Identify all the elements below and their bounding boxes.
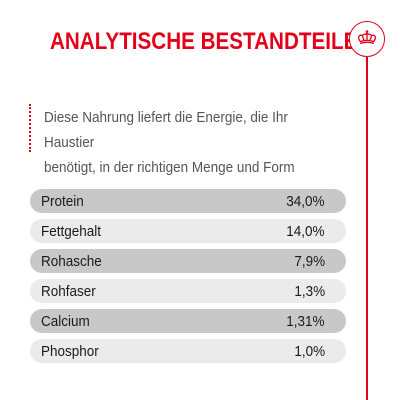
nutrient-table: Protein 34,0% Fettgehalt 14,0% Rohasche … — [30, 189, 346, 369]
nutrient-row-protein: Protein 34,0% — [30, 189, 346, 213]
nutrient-name: Rohasche — [41, 252, 102, 270]
nutrient-row-fat: Fettgehalt 14,0% — [30, 219, 346, 243]
accent-divider-line — [366, 57, 368, 400]
nutrient-row-phosphorus: Phosphor 1,0% — [30, 339, 346, 363]
intro-line: Diese Nahrung liefert die Energie, die I… — [44, 109, 288, 151]
nutrient-value: 14,0% — [286, 222, 325, 240]
nutrient-name: Fettgehalt — [41, 222, 102, 240]
nutrient-value: 1,0% — [294, 342, 325, 360]
intro-text: Diese Nahrung liefert die Energie, die I… — [44, 105, 341, 180]
page-title: ANALYTISCHE BESTANDTEILE — [50, 28, 358, 55]
nutrient-name: Phosphor — [41, 342, 99, 360]
nutrient-value: 7,9% — [294, 252, 325, 270]
nutrient-row-calcium: Calcium 1,31% — [30, 309, 346, 333]
nutrient-row-ash: Rohasche 7,9% — [30, 249, 346, 273]
nutrient-value: 34,0% — [286, 192, 325, 210]
nutrient-name: Calcium — [41, 312, 90, 330]
nutrient-name: Rohfaser — [41, 282, 96, 300]
intro-accent-dots — [29, 104, 31, 152]
crown-badge — [349, 21, 385, 57]
nutrient-value: 1,31% — [286, 312, 325, 330]
nutrient-row-fiber: Rohfaser 1,3% — [30, 279, 346, 303]
nutrient-name: Protein — [41, 192, 84, 210]
nutrient-value: 1,3% — [294, 282, 325, 300]
crown-icon — [357, 30, 377, 44]
intro-line: benötigt, in der richtigen Menge und For… — [44, 159, 295, 176]
